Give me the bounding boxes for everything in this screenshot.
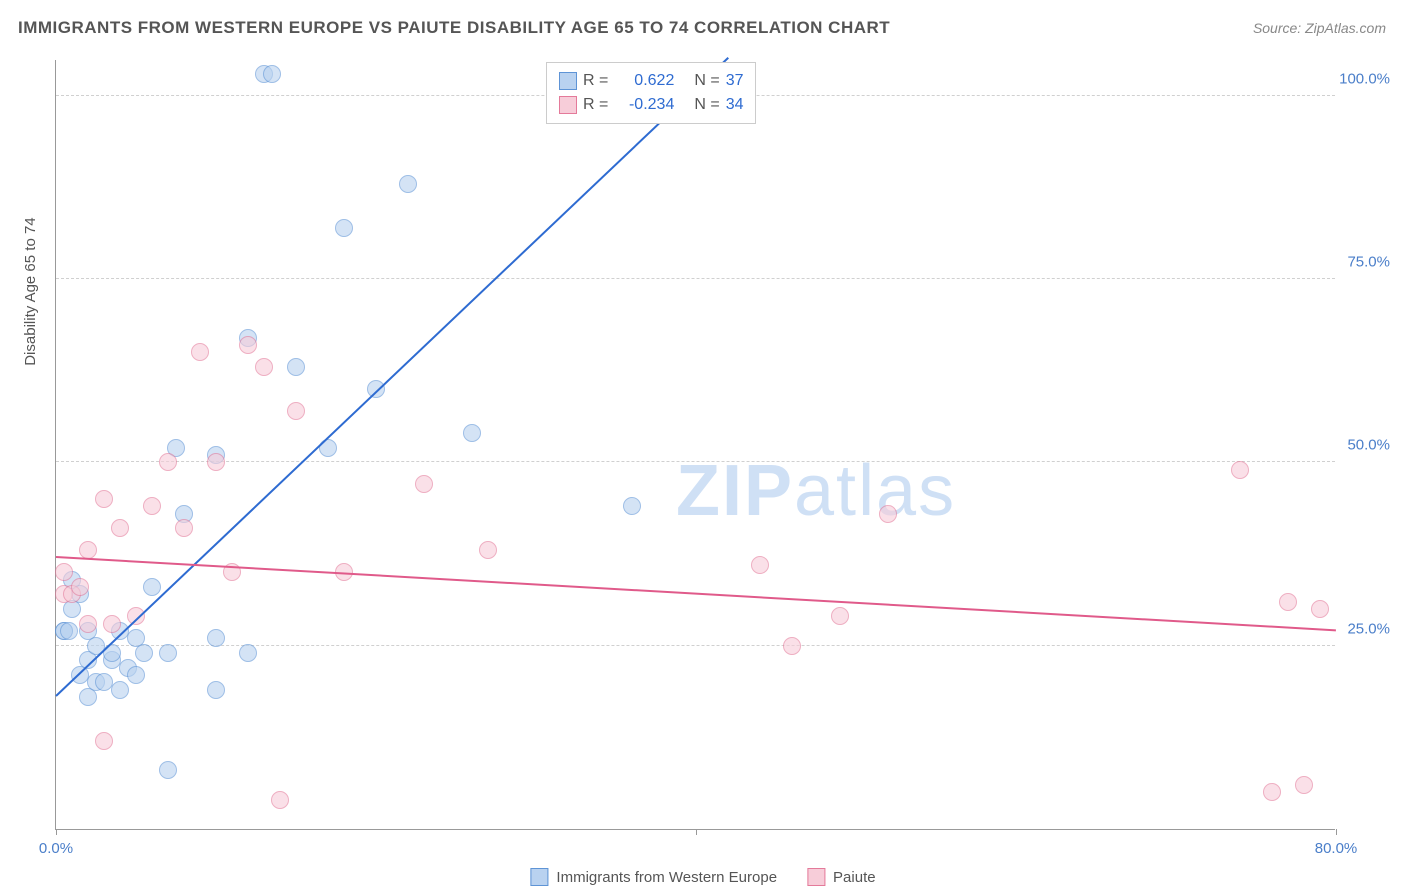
scatter-point-paiute bbox=[103, 615, 121, 633]
scatter-point-paiute bbox=[95, 490, 113, 508]
scatter-point-paiute bbox=[879, 505, 897, 523]
scatter-point-paiute bbox=[1263, 783, 1281, 801]
legend-row-immigrants: R = 0.622 N = 37 bbox=[559, 69, 743, 93]
scatter-point-immigrants bbox=[111, 681, 129, 699]
scatter-point-paiute bbox=[191, 343, 209, 361]
scatter-point-paiute bbox=[415, 475, 433, 493]
scatter-point-paiute bbox=[479, 541, 497, 559]
scatter-point-paiute bbox=[159, 453, 177, 471]
scatter-point-immigrants bbox=[207, 629, 225, 647]
scatter-point-paiute bbox=[1311, 600, 1329, 618]
scatter-point-immigrants bbox=[335, 219, 353, 237]
legend-swatch-immigrants bbox=[559, 72, 577, 90]
scatter-plot-area: ZIPatlas 25.0%50.0%75.0%100.0%0.0%80.0% … bbox=[55, 60, 1335, 830]
scatter-point-immigrants bbox=[159, 644, 177, 662]
legend-R-value: 0.622 bbox=[614, 72, 674, 90]
y-axis-title: Disability Age 65 to 74 bbox=[22, 217, 39, 365]
legend-correlation-box: R = 0.622 N = 37 R = -0.234 N = 34 bbox=[546, 62, 756, 124]
trend-line-immigrants bbox=[55, 57, 728, 696]
scatter-point-immigrants bbox=[287, 358, 305, 376]
scatter-point-immigrants bbox=[463, 424, 481, 442]
legend-R-value: -0.234 bbox=[614, 96, 674, 114]
scatter-point-paiute bbox=[255, 358, 273, 376]
gridline bbox=[56, 278, 1335, 279]
scatter-point-immigrants bbox=[399, 175, 417, 193]
legend-N-value: 34 bbox=[726, 96, 744, 114]
chart-title: IMMIGRANTS FROM WESTERN EUROPE VS PAIUTE… bbox=[18, 18, 890, 38]
gridline bbox=[56, 461, 1335, 462]
scatter-point-immigrants bbox=[127, 666, 145, 684]
legend-label-paiute: Paiute bbox=[833, 869, 876, 886]
x-tick-label: 0.0% bbox=[39, 840, 73, 857]
legend-label-immigrants: Immigrants from Western Europe bbox=[556, 869, 777, 886]
scatter-point-paiute bbox=[783, 637, 801, 655]
source-attribution: Source: ZipAtlas.com bbox=[1253, 20, 1386, 36]
y-tick-label: 75.0% bbox=[1347, 254, 1390, 271]
legend-R-label: R = bbox=[583, 96, 608, 114]
legend-item-immigrants: Immigrants from Western Europe bbox=[530, 868, 777, 886]
scatter-point-immigrants bbox=[60, 622, 78, 640]
y-tick-label: 50.0% bbox=[1347, 437, 1390, 454]
scatter-point-paiute bbox=[287, 402, 305, 420]
legend-N-label: N = bbox=[694, 96, 719, 114]
scatter-point-paiute bbox=[143, 497, 161, 515]
legend-swatch-paiute bbox=[559, 96, 577, 114]
trend-line-paiute bbox=[56, 556, 1336, 631]
scatter-point-paiute bbox=[111, 519, 129, 537]
scatter-point-paiute bbox=[239, 336, 257, 354]
scatter-point-immigrants bbox=[143, 578, 161, 596]
scatter-point-paiute bbox=[751, 556, 769, 574]
scatter-point-immigrants bbox=[159, 761, 177, 779]
scatter-point-paiute bbox=[55, 563, 73, 581]
legend-bottom: Immigrants from Western Europe Paiute bbox=[530, 868, 875, 886]
y-tick-label: 100.0% bbox=[1339, 70, 1390, 87]
scatter-point-paiute bbox=[207, 453, 225, 471]
legend-swatch-paiute bbox=[807, 868, 825, 886]
legend-swatch-immigrants bbox=[530, 868, 548, 886]
scatter-point-immigrants bbox=[207, 681, 225, 699]
scatter-point-paiute bbox=[175, 519, 193, 537]
scatter-point-paiute bbox=[79, 615, 97, 633]
scatter-point-paiute bbox=[831, 607, 849, 625]
scatter-point-paiute bbox=[71, 578, 89, 596]
scatter-point-paiute bbox=[1295, 776, 1313, 794]
scatter-point-immigrants bbox=[135, 644, 153, 662]
legend-N-label: N = bbox=[694, 72, 719, 90]
legend-row-paiute: R = -0.234 N = 34 bbox=[559, 93, 743, 117]
scatter-point-paiute bbox=[271, 791, 289, 809]
x-tick bbox=[56, 829, 57, 835]
scatter-point-paiute bbox=[127, 607, 145, 625]
y-tick-label: 25.0% bbox=[1347, 620, 1390, 637]
legend-N-value: 37 bbox=[726, 72, 744, 90]
legend-item-paiute: Paiute bbox=[807, 868, 876, 886]
scatter-point-paiute bbox=[1231, 461, 1249, 479]
scatter-point-paiute bbox=[1279, 593, 1297, 611]
legend-R-label: R = bbox=[583, 72, 608, 90]
scatter-point-immigrants bbox=[623, 497, 641, 515]
scatter-point-immigrants bbox=[263, 65, 281, 83]
x-tick bbox=[1336, 829, 1337, 835]
scatter-point-paiute bbox=[95, 732, 113, 750]
x-tick bbox=[696, 829, 697, 835]
x-tick-label: 80.0% bbox=[1315, 840, 1358, 857]
scatter-point-immigrants bbox=[239, 644, 257, 662]
